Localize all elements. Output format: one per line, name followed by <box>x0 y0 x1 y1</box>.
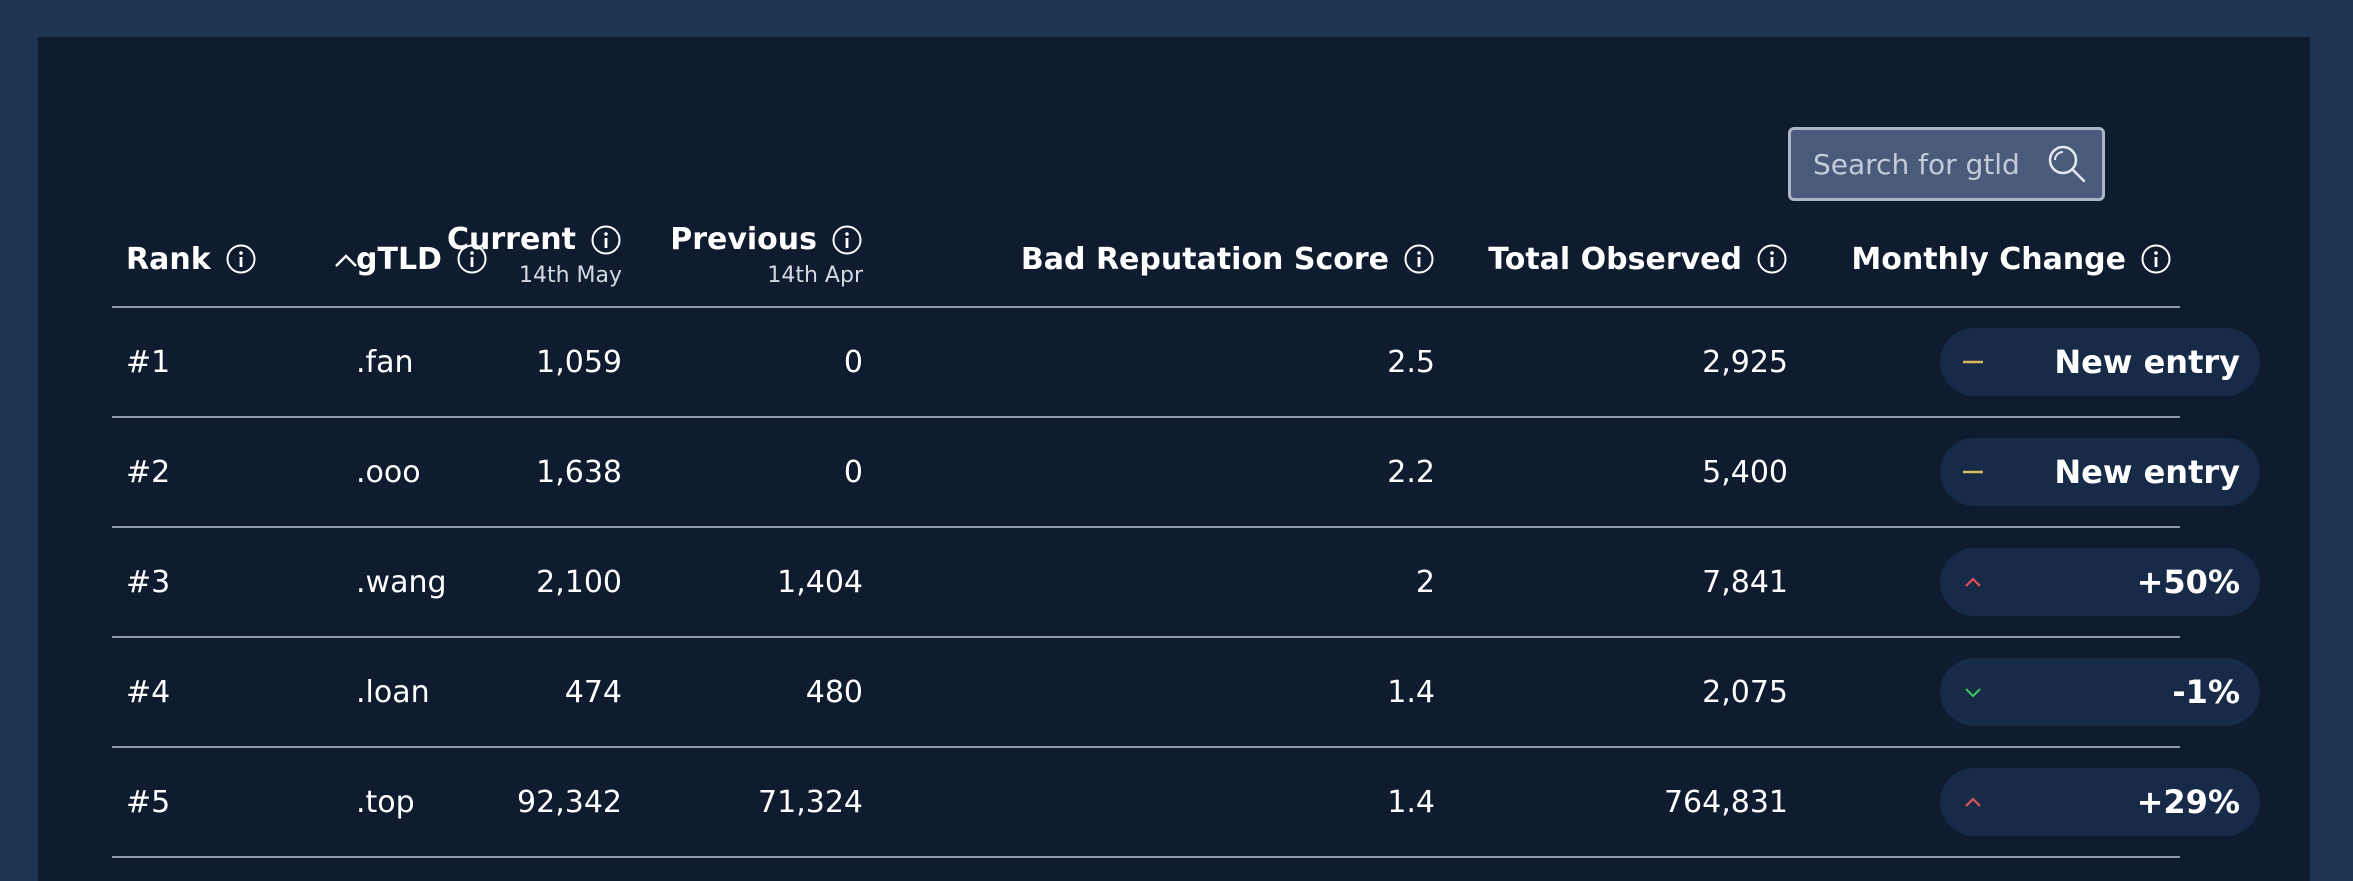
column-previous-label: Previous <box>670 222 817 257</box>
table-row[interactable]: #3 .wang 2,100 1,404 2 7,841 +50% <box>112 528 2260 638</box>
trend-up-icon <box>1965 797 1981 807</box>
info-icon[interactable] <box>590 224 622 256</box>
monthly-change-badge: +50% <box>1940 548 2260 616</box>
total-observed-cell: 2,075 <box>1702 674 1788 710</box>
trend-up-icon <box>1965 577 1981 587</box>
gtld-cell[interactable]: .wang <box>356 564 447 600</box>
total-observed-cell: 7,841 <box>1702 564 1788 600</box>
column-header-bad-reputation[interactable]: Bad Reputation Score <box>1021 212 1435 306</box>
search-box[interactable] <box>1788 127 2105 201</box>
previous-cell: 480 <box>805 674 863 710</box>
trend-new-icon <box>1963 360 1983 364</box>
column-gtld-label: gTLD <box>356 241 442 277</box>
rank-cell: #4 <box>126 674 171 710</box>
total-observed-cell: 5,400 <box>1702 454 1788 490</box>
trend-new-icon <box>1963 470 1983 474</box>
search-icon[interactable] <box>2046 143 2088 185</box>
column-current-date: 14th May <box>518 263 622 288</box>
total-observed-cell: 764,831 <box>1663 784 1788 820</box>
column-header-monthly-change[interactable]: Monthly Change <box>1851 212 2172 306</box>
column-bad-reputation-label: Bad Reputation Score <box>1020 241 1389 277</box>
previous-cell: 0 <box>843 454 863 490</box>
current-cell: 1,059 <box>536 344 622 380</box>
rank-cell: #5 <box>126 784 171 820</box>
monthly-change-badge: +29% <box>1940 768 2260 836</box>
previous-cell: 0 <box>843 344 863 380</box>
rank-cell: #3 <box>126 564 171 600</box>
table-header: Rank gTLD Current 14th May Previous 14th… <box>112 212 2180 308</box>
column-current-label: Current <box>446 222 576 257</box>
search-input[interactable] <box>1791 129 2046 199</box>
current-cell: 2,100 <box>536 564 622 600</box>
info-icon[interactable] <box>1403 243 1435 275</box>
info-icon[interactable] <box>456 243 488 275</box>
current-cell: 474 <box>564 674 622 710</box>
current-cell: 1,638 <box>536 454 622 490</box>
column-monthly-change-label: Monthly Change <box>1851 241 2126 277</box>
previous-cell: 1,404 <box>777 564 863 600</box>
column-header-previous[interactable]: Previous 14th Apr <box>670 222 863 288</box>
monthly-change-badge: New entry <box>1940 438 2260 506</box>
sort-ascending-icon[interactable] <box>332 248 360 272</box>
column-total-observed-label: Total Observed <box>1488 241 1742 277</box>
info-icon[interactable] <box>1756 243 1788 275</box>
current-cell: 92,342 <box>517 784 622 820</box>
bad-reputation-cell: 2.2 <box>1387 454 1435 490</box>
column-header-current[interactable]: Current 14th May <box>447 222 622 288</box>
previous-cell: 71,324 <box>758 784 863 820</box>
total-observed-cell: 2,925 <box>1702 344 1788 380</box>
table-row[interactable]: #5 .top 92,342 71,324 1.4 764,831 +29% <box>112 748 2260 858</box>
monthly-change-value: +50% <box>2136 563 2240 601</box>
monthly-change-badge: -1% <box>1940 658 2260 726</box>
monthly-change-value: New entry <box>2054 343 2240 381</box>
column-previous-date: 14th Apr <box>767 263 863 288</box>
gtld-cell[interactable]: .fan <box>356 344 414 380</box>
table-row[interactable]: #1 .fan 1,059 0 2.5 2,925 New entry <box>112 308 2260 418</box>
rank-cell: #1 <box>126 344 171 380</box>
column-rank-label: Rank <box>126 241 211 277</box>
monthly-change-value: -1% <box>2172 673 2240 711</box>
table-row[interactable]: #4 .loan 474 480 1.4 2,075 -1% <box>112 638 2260 748</box>
gtld-cell[interactable]: .ooo <box>356 454 421 490</box>
table-panel: Rank gTLD Current 14th May Previous 14th… <box>38 37 2310 881</box>
gtld-cell[interactable]: .top <box>356 784 415 820</box>
bad-reputation-cell: 1.4 <box>1387 784 1435 820</box>
info-icon[interactable] <box>225 243 257 275</box>
info-icon[interactable] <box>831 224 863 256</box>
monthly-change-value: +29% <box>2136 783 2240 821</box>
bad-reputation-cell: 1.4 <box>1387 674 1435 710</box>
bad-reputation-cell: 2 <box>1415 564 1435 600</box>
table-row[interactable]: #2 .ooo 1,638 0 2.2 5,400 New entry <box>112 418 2260 528</box>
gtld-cell[interactable]: .loan <box>356 674 430 710</box>
column-header-gtld[interactable]: gTLD <box>356 212 488 306</box>
info-icon[interactable] <box>2140 243 2172 275</box>
trend-down-icon <box>1965 688 1981 698</box>
rank-cell: #2 <box>126 454 171 490</box>
bad-reputation-cell: 2.5 <box>1387 344 1435 380</box>
monthly-change-value: New entry <box>2054 453 2240 491</box>
monthly-change-badge: New entry <box>1940 328 2260 396</box>
column-header-rank[interactable]: Rank <box>126 212 257 306</box>
column-header-total-observed[interactable]: Total Observed <box>1488 212 1788 306</box>
